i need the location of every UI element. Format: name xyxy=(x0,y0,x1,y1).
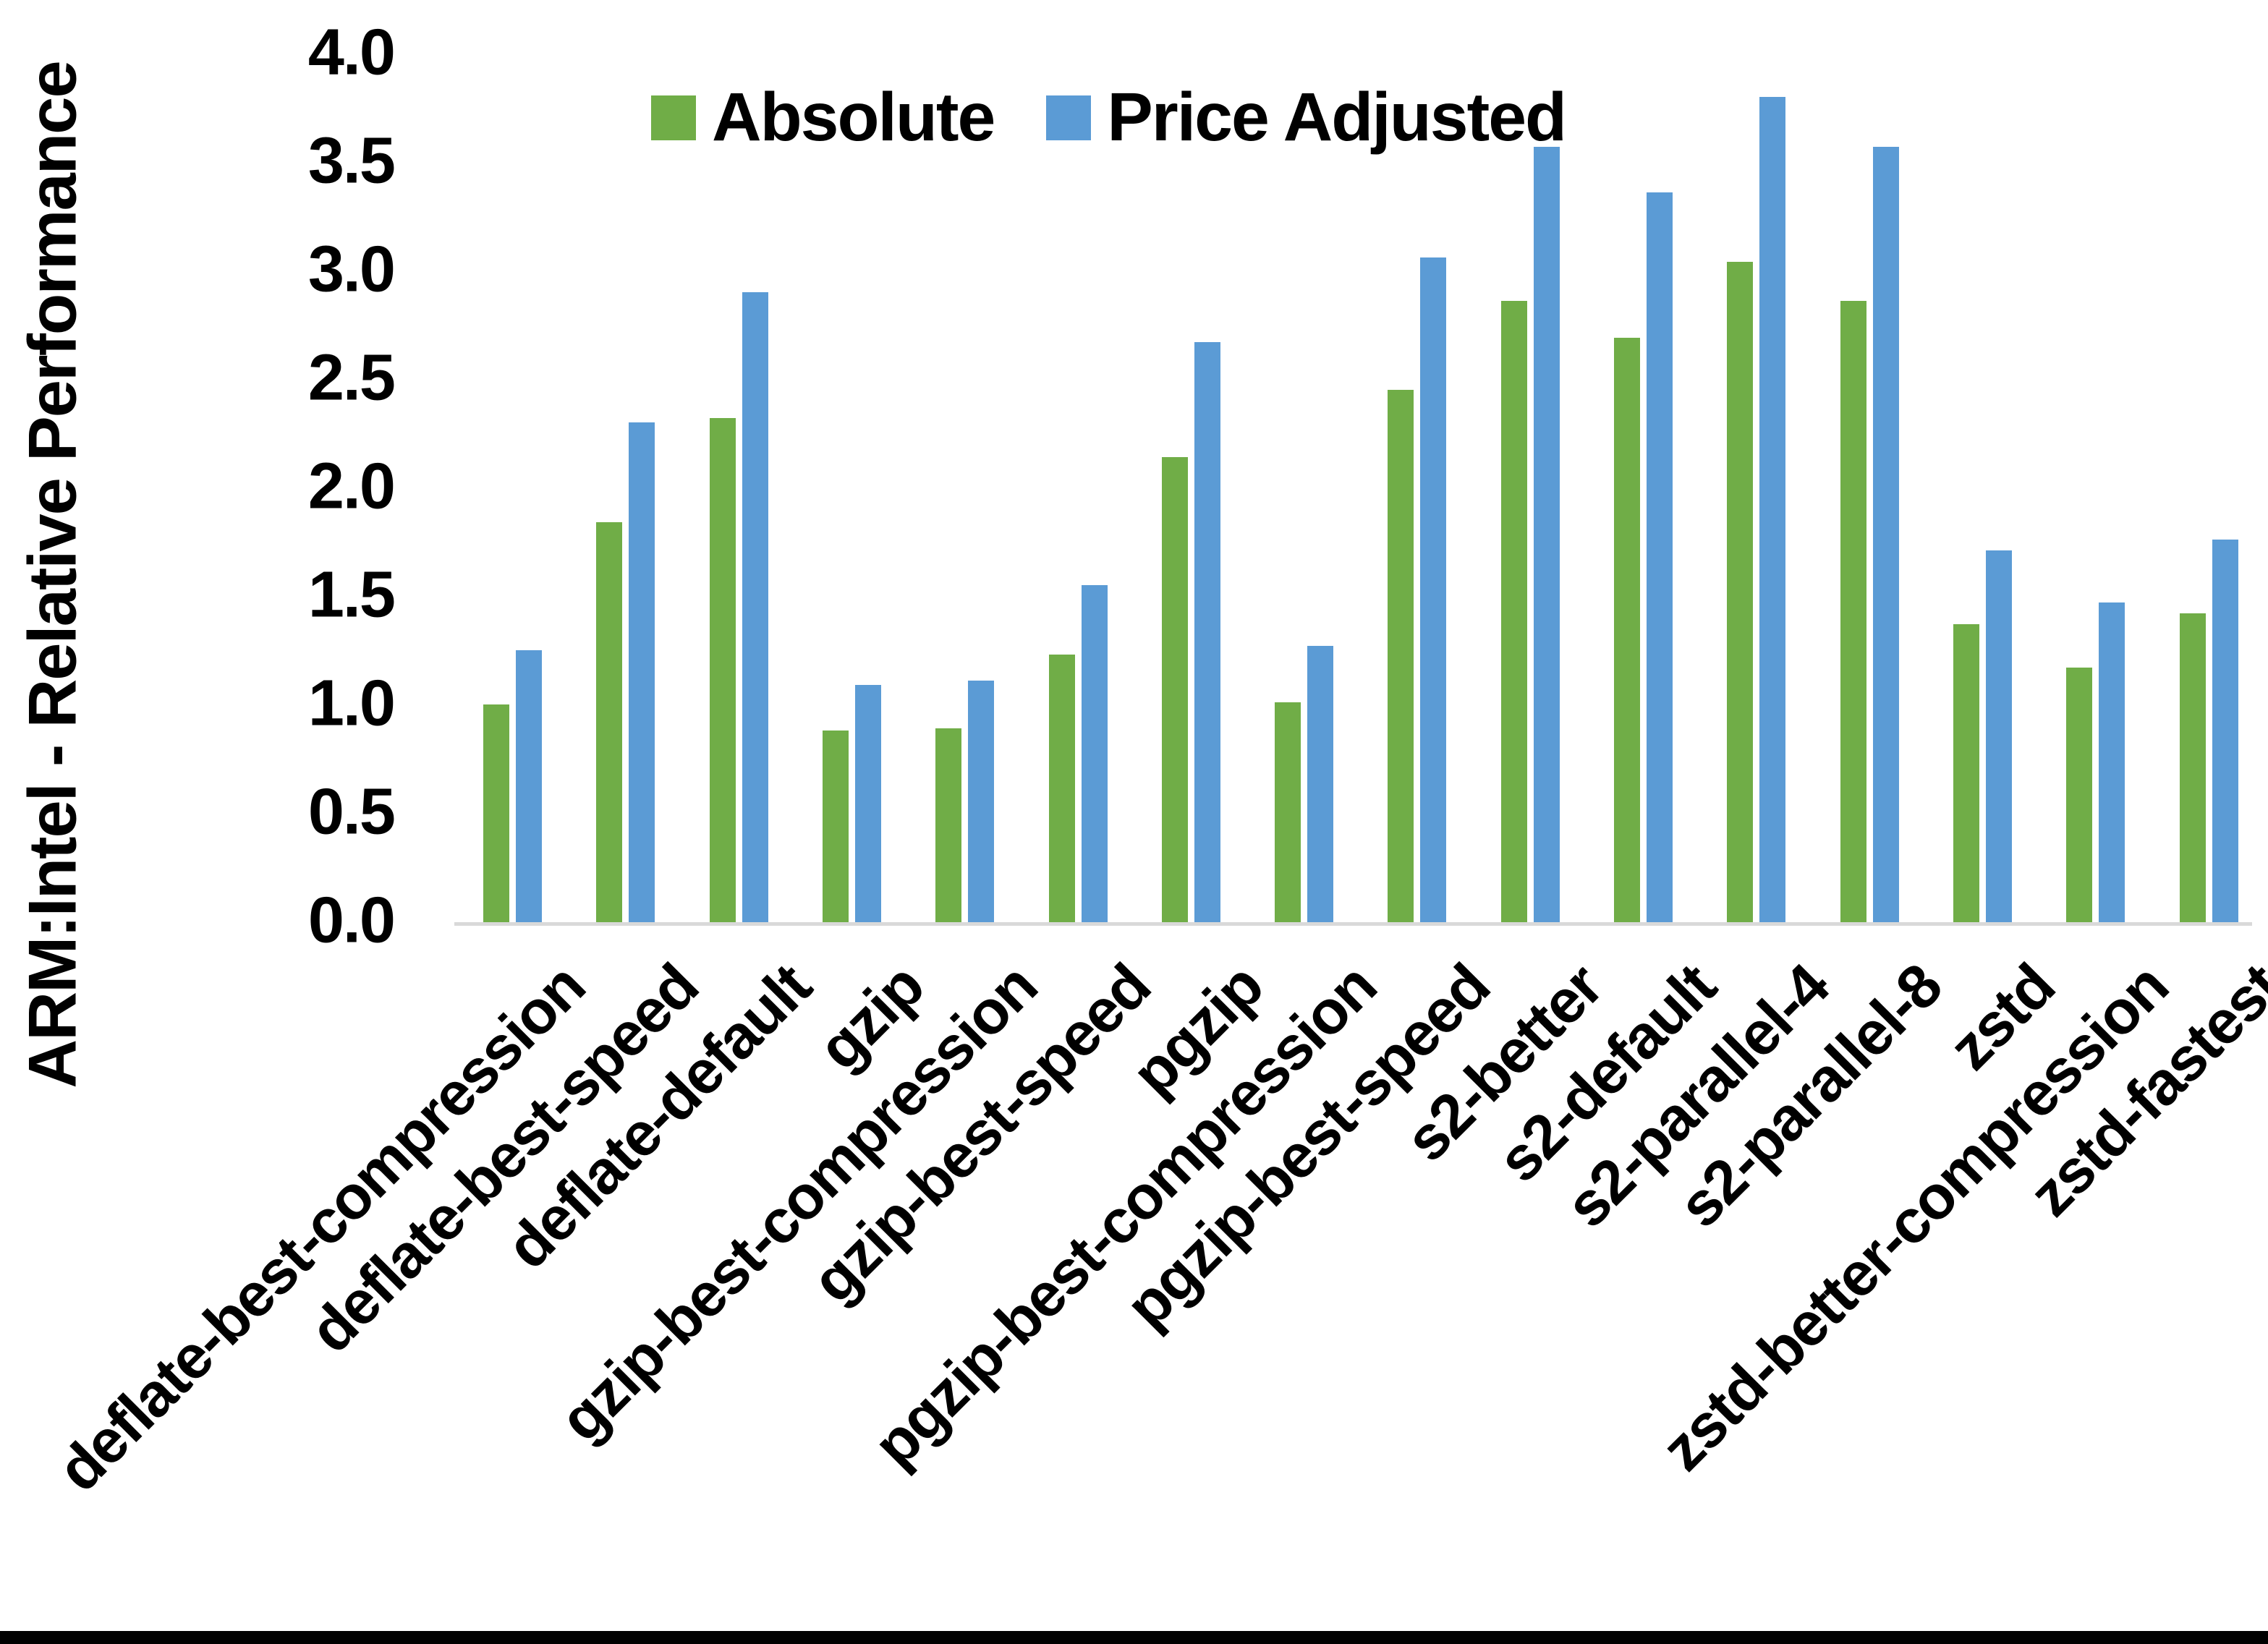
legend-swatch-absolute xyxy=(651,95,696,140)
bar-price-adjusted-s2-default xyxy=(1647,192,1673,924)
bar-absolute-zstd-better-compression xyxy=(2066,668,2093,924)
legend-item-price-adjusted: Price Adjusted xyxy=(1046,78,1567,157)
bar-price-adjusted-s2-parallel-4 xyxy=(1759,97,1786,924)
bar-absolute-zstd xyxy=(1953,624,1979,924)
legend-swatch-price-adjusted xyxy=(1046,95,1092,140)
bar-absolute-s2-parallel-4 xyxy=(1727,262,1754,924)
x-axis-line xyxy=(454,922,2252,926)
bar-price-adjusted-deflate-best-compression xyxy=(516,650,542,924)
y-tick-label-2.5: 2.5 xyxy=(307,341,396,414)
bar-price-adjusted-pgzip xyxy=(1194,342,1220,924)
plot-area xyxy=(454,56,2252,924)
legend-label-price-adjusted: Price Adjusted xyxy=(1107,79,1567,156)
bar-price-adjusted-deflate-best-speed xyxy=(629,422,655,924)
bar-price-adjusted-deflate-default xyxy=(742,292,768,924)
legend: Absolute Price Adjusted xyxy=(651,78,1567,157)
bar-absolute-pgzip-best-compression xyxy=(1275,702,1301,924)
bar-absolute-s2-default xyxy=(1614,338,1640,924)
bar-price-adjusted-zstd-better-compression xyxy=(2099,602,2125,924)
bar-absolute-deflate-default xyxy=(709,418,736,924)
bar-absolute-zstd-fastest xyxy=(2179,613,2206,924)
y-tick-label-0.0: 0.0 xyxy=(307,884,396,957)
bar-absolute-pgzip-best-speed xyxy=(1388,390,1414,924)
y-tick-label-3.5: 3.5 xyxy=(307,124,396,197)
bottom-border xyxy=(0,1631,2268,1644)
bar-price-adjusted-gzip-best-compression xyxy=(968,681,995,924)
y-tick-label-0.5: 0.5 xyxy=(307,775,396,848)
bar-price-adjusted-zstd xyxy=(1985,550,2012,924)
legend-item-absolute: Absolute xyxy=(651,78,995,157)
bar-price-adjusted-pgzip-best-compression xyxy=(1307,646,1334,924)
bar-absolute-gzip-best-speed xyxy=(1048,655,1075,924)
bar-absolute-deflate-best-speed xyxy=(596,522,623,924)
bar-absolute-s2-better xyxy=(1500,301,1527,924)
bar-price-adjusted-s2-parallel-8 xyxy=(1872,147,1899,924)
y-tick-label-1.0: 1.0 xyxy=(307,667,396,740)
bar-price-adjusted-zstd-fastest xyxy=(2212,540,2238,924)
bar-absolute-deflate-best-compression xyxy=(483,704,509,924)
y-tick-label-3.0: 3.0 xyxy=(307,233,396,306)
bar-absolute-gzip xyxy=(822,731,849,924)
bar-absolute-pgzip xyxy=(1161,457,1188,924)
bar-price-adjusted-gzip-best-speed xyxy=(1081,585,1108,924)
bar-absolute-s2-parallel-8 xyxy=(1840,301,1866,924)
bar-price-adjusted-s2-better xyxy=(1533,147,1560,924)
y-tick-label-2.0: 2.0 xyxy=(307,450,396,523)
legend-label-absolute: Absolute xyxy=(712,79,995,156)
y-tick-label-4.0: 4.0 xyxy=(307,16,396,89)
bar-price-adjusted-gzip xyxy=(854,685,881,924)
bar-absolute-gzip-best-compression xyxy=(935,728,962,924)
y-tick-label-1.5: 1.5 xyxy=(307,558,396,631)
bar-price-adjusted-pgzip-best-speed xyxy=(1420,257,1447,924)
